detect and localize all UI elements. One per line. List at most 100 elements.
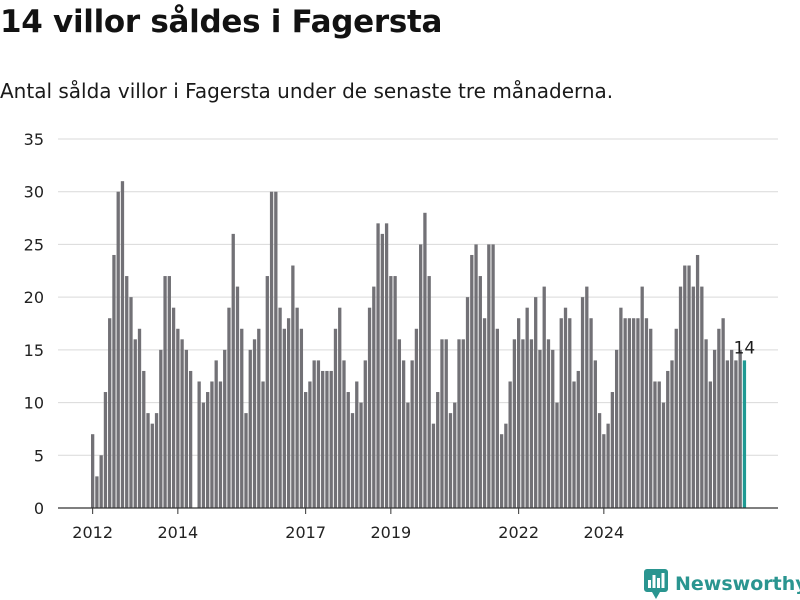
bar — [461, 339, 465, 508]
bar — [401, 360, 406, 508]
bar — [393, 276, 397, 508]
bar — [419, 244, 423, 508]
bar — [457, 339, 461, 508]
bar — [414, 328, 419, 508]
bar — [700, 286, 704, 508]
bar — [474, 244, 478, 508]
bar — [376, 223, 380, 509]
bar — [359, 402, 363, 508]
bar — [606, 423, 610, 508]
bar — [712, 349, 717, 508]
bar — [678, 286, 683, 508]
bar — [316, 360, 321, 508]
bar — [529, 339, 534, 508]
y-tick-label: 20 — [24, 288, 44, 307]
bar — [312, 360, 316, 508]
bar — [355, 381, 359, 508]
bar — [431, 423, 436, 508]
y-tick-label: 30 — [24, 183, 44, 202]
bar — [137, 328, 142, 508]
bar — [91, 434, 95, 508]
bar — [470, 254, 474, 508]
y-tick-label: 0 — [34, 499, 44, 518]
bar — [580, 297, 585, 508]
bar — [683, 265, 687, 508]
bar — [636, 318, 640, 508]
bar — [346, 392, 350, 508]
bar — [180, 339, 184, 508]
bar — [623, 318, 627, 508]
bar — [159, 349, 163, 508]
bar — [372, 286, 376, 508]
bar — [517, 318, 521, 508]
chart-title: 14 villor såldes i Fagersta — [0, 4, 443, 40]
bar — [427, 276, 431, 508]
bar — [363, 360, 367, 508]
bar — [568, 318, 572, 508]
bar — [176, 328, 180, 508]
bar-highlight — [742, 360, 747, 508]
bar — [559, 318, 563, 508]
bar — [108, 318, 112, 508]
bar — [291, 265, 295, 508]
bar — [627, 318, 632, 508]
bar — [525, 307, 529, 508]
bar — [329, 370, 333, 508]
brand-logo[interactable]: Newsworthy — [644, 569, 800, 599]
bar — [99, 455, 103, 508]
bar — [252, 339, 257, 508]
y-tick-label: 10 — [24, 394, 44, 413]
bar — [188, 370, 193, 508]
bar — [244, 413, 248, 508]
bar — [551, 349, 555, 508]
bar — [448, 413, 453, 508]
bar — [227, 307, 231, 508]
bar — [120, 181, 125, 508]
bar — [721, 318, 725, 508]
bar — [295, 307, 299, 508]
bar — [691, 286, 695, 508]
bar — [649, 328, 653, 508]
bar — [640, 286, 644, 508]
bar — [325, 370, 329, 508]
data-labels: 14 — [734, 338, 756, 358]
bar — [201, 402, 206, 508]
bar — [350, 413, 355, 508]
bar — [453, 402, 457, 508]
bar — [184, 349, 189, 508]
bar — [717, 328, 721, 508]
bar — [495, 328, 499, 508]
bar — [95, 476, 99, 508]
y-tick-label: 25 — [24, 235, 44, 254]
bar — [265, 276, 269, 508]
y-tick-label: 35 — [24, 130, 44, 149]
bar — [308, 381, 312, 508]
bar — [632, 318, 636, 508]
bar — [538, 349, 542, 508]
bar — [491, 244, 495, 508]
bar — [367, 307, 372, 508]
bar — [333, 328, 338, 508]
bar — [465, 297, 470, 508]
bar — [261, 381, 265, 508]
bar — [171, 307, 176, 508]
bar — [695, 254, 700, 508]
bar — [725, 360, 730, 508]
bar — [730, 349, 734, 508]
bar — [734, 360, 738, 508]
bar — [534, 297, 538, 508]
x-axis: 2012 2014 2017 2019 2022 2024 — [58, 507, 778, 542]
bar — [666, 370, 670, 508]
highlight-value-label: 14 — [734, 338, 756, 358]
bar — [278, 307, 282, 508]
bar — [299, 328, 304, 508]
bar — [653, 381, 657, 508]
bar — [597, 413, 602, 508]
bar — [444, 339, 448, 508]
bar — [499, 434, 504, 508]
x-tick-label: 2024 — [583, 523, 624, 542]
bar — [619, 307, 623, 508]
bar — [133, 339, 137, 508]
bar — [440, 339, 444, 508]
bar — [116, 191, 120, 508]
